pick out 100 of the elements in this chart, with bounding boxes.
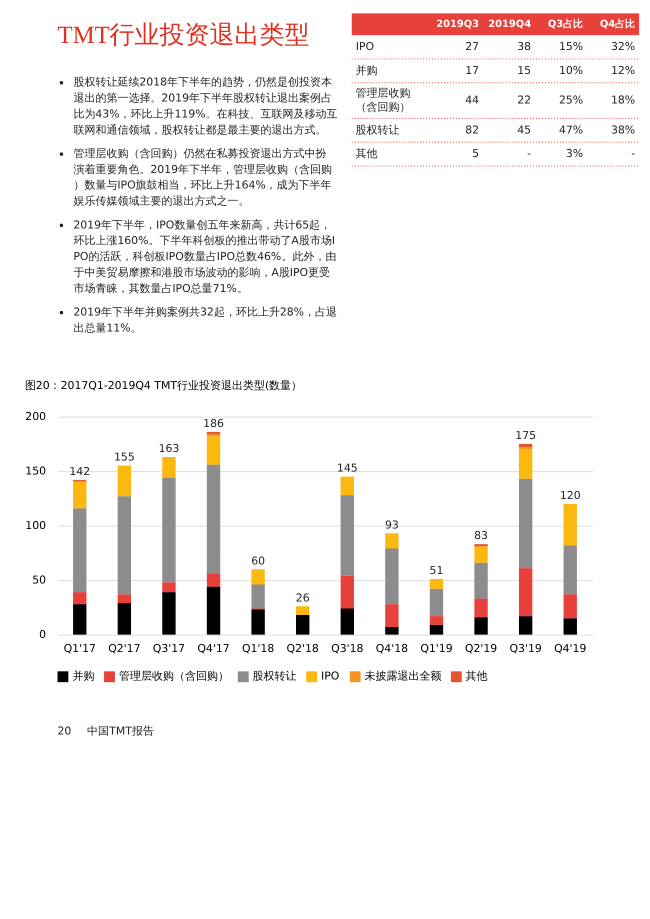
category-label: 2019Q4 bbox=[488, 19, 532, 30]
total-label: 175 bbox=[515, 428, 536, 442]
y-tick-label: 0 bbox=[39, 628, 46, 642]
bar bbox=[518, 568, 532, 616]
text: 32% bbox=[610, 40, 636, 54]
text: 3% bbox=[566, 147, 584, 160]
total-label: 51 bbox=[430, 564, 444, 578]
total-label: 163 bbox=[158, 442, 180, 456]
bar bbox=[518, 449, 532, 479]
bar bbox=[206, 586, 220, 635]
text: TMT行业投资退出类型 bbox=[57, 22, 310, 50]
text: 82 bbox=[465, 123, 480, 136]
text: 其他 bbox=[356, 147, 378, 160]
bar bbox=[564, 594, 577, 618]
bar bbox=[162, 582, 176, 592]
text: 中国TMT报告 bbox=[87, 724, 154, 738]
text: 17 bbox=[465, 64, 480, 77]
bar bbox=[474, 617, 488, 635]
x-tick-label: Q4'18 bbox=[376, 642, 408, 655]
bar bbox=[340, 476, 354, 496]
bar bbox=[206, 436, 220, 465]
y-tick-label: 200 bbox=[25, 410, 46, 424]
x-tick-label: Q3'19 bbox=[509, 642, 542, 655]
text: - bbox=[631, 147, 636, 160]
bar bbox=[340, 608, 354, 635]
bar bbox=[73, 592, 86, 604]
x-tick-label: Q2'18 bbox=[286, 642, 319, 655]
bar bbox=[564, 545, 577, 594]
total-label: 60 bbox=[251, 554, 266, 568]
x-tick-label: Q1'18 bbox=[242, 642, 274, 655]
x-tick-label: Q3'17 bbox=[152, 642, 186, 655]
category-label: Q3占比 bbox=[548, 18, 584, 30]
bar bbox=[340, 576, 354, 608]
text: 18% bbox=[610, 94, 636, 107]
x-tick-label: Q3'18 bbox=[331, 642, 364, 655]
legend-label: 股权转让 bbox=[252, 670, 297, 683]
y-tick-label: 100 bbox=[25, 519, 46, 532]
bar bbox=[251, 569, 265, 584]
x-tick-label: Q4'17 bbox=[197, 642, 230, 655]
text: 2019年下半年，IPO数量创五年来新高，共计65起，环比上涨160%。下半年科创板的推出带动了A股市场IPO的活跃，科创板IPO数量占IPO总数46%。此外，由于中美贸易摩擦和港股市场波动的影响，A股IPO更受市场青睐，其数量占IPO总量71%。 bbox=[73, 218, 336, 295]
bar bbox=[518, 444, 532, 448]
bar bbox=[73, 482, 86, 508]
text: 44 bbox=[465, 94, 480, 107]
x-tick-label: Q1'17 bbox=[64, 642, 96, 655]
text: 10% bbox=[558, 64, 584, 77]
bar bbox=[251, 584, 265, 608]
bar bbox=[474, 546, 488, 563]
total-label: 93 bbox=[384, 518, 399, 532]
y-tick-label: 150 bbox=[25, 464, 46, 478]
text: 20 bbox=[57, 724, 72, 738]
bar bbox=[564, 504, 577, 546]
bar bbox=[474, 562, 488, 599]
text: 并购 bbox=[356, 64, 378, 77]
bar bbox=[430, 624, 444, 635]
y-tick-label: 50 bbox=[32, 574, 46, 587]
bar bbox=[162, 456, 176, 478]
legend-label: 未披露退出全额 bbox=[364, 670, 442, 683]
bar bbox=[162, 592, 176, 635]
legend-label: 并购 bbox=[72, 670, 94, 683]
text: 5 bbox=[472, 147, 480, 160]
bar bbox=[430, 616, 444, 625]
text: 22 bbox=[517, 94, 532, 107]
bar bbox=[206, 464, 220, 574]
text: 股权转让 bbox=[356, 123, 400, 136]
bar bbox=[518, 616, 532, 635]
bar bbox=[518, 478, 532, 568]
total-label: 120 bbox=[560, 488, 581, 502]
bar bbox=[206, 574, 220, 587]
text: 12% bbox=[610, 64, 636, 77]
total-label: 83 bbox=[474, 529, 488, 542]
bar bbox=[430, 588, 444, 616]
text: - bbox=[527, 147, 532, 160]
category-label: 2019Q3 bbox=[436, 19, 480, 30]
bar bbox=[385, 533, 399, 549]
text: 15% bbox=[558, 40, 584, 54]
x-tick-label: Q2'19 bbox=[464, 642, 498, 655]
text: 45 bbox=[517, 123, 532, 136]
bar bbox=[296, 606, 310, 616]
x-tick-label: Q1'19 bbox=[420, 642, 453, 655]
text: 15 bbox=[517, 64, 532, 77]
text: 38% bbox=[610, 123, 636, 136]
bar bbox=[385, 626, 399, 635]
bar bbox=[118, 603, 132, 635]
text: 47% bbox=[558, 123, 584, 136]
bar bbox=[296, 615, 310, 635]
text: 管理层收购（含回购）仍然在私募投资退出方式中扮演着重要角色。2019年下半年，管理层收购（含回购）数量与IPO旗鼓相当，环比上升164%，成为下半年娱乐传媒领域主要的退出方式之一。 bbox=[73, 147, 332, 208]
text: 25% bbox=[558, 94, 584, 107]
text: IPO bbox=[356, 40, 374, 54]
total-label: 26 bbox=[296, 591, 310, 604]
total-label: 142 bbox=[69, 464, 90, 478]
text: 股权转让延续2018年下半年的趋势，仍然是创投资本退出的第一选择。2019年下半年股权转让退出案例占比为43%，环比上升119%。在科技、互联网及移动互联网和通信领域，股权转让都是最主要的退出方式。 bbox=[73, 76, 338, 136]
category-label: Q4占比 bbox=[600, 18, 636, 30]
x-tick-label: Q2'17 bbox=[108, 642, 141, 655]
bar bbox=[340, 495, 354, 576]
total-label: 155 bbox=[114, 450, 135, 464]
bar bbox=[251, 610, 265, 635]
bar bbox=[118, 496, 132, 594]
total-label: 186 bbox=[203, 416, 224, 430]
bar bbox=[564, 618, 577, 635]
bar bbox=[474, 598, 488, 618]
